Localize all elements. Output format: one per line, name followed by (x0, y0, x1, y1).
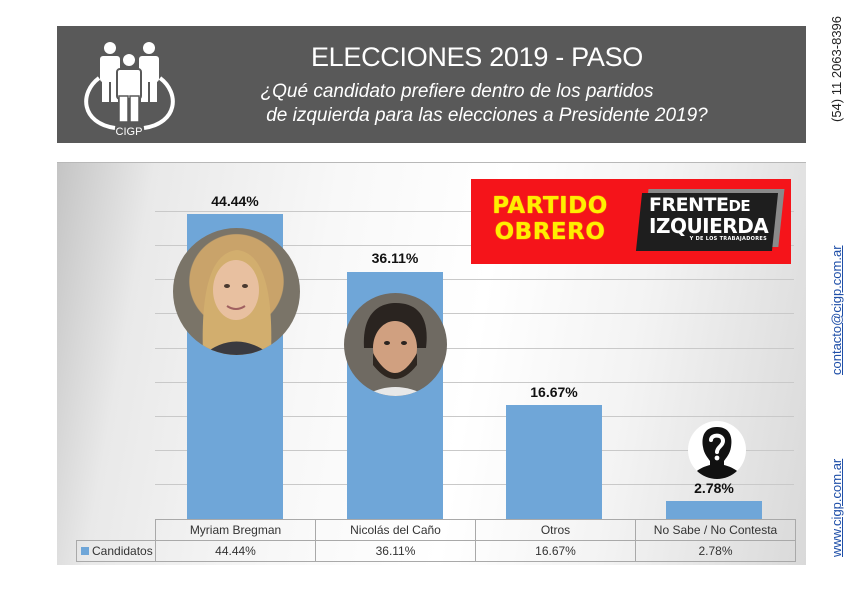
value-label: 16.67% (530, 384, 578, 400)
value-label: 44.44% (211, 193, 259, 209)
bar-otros (506, 405, 602, 519)
table-cell: 2.78% (635, 540, 796, 562)
subtitle-line-2: de izquierda para las elecciones a Presi… (266, 105, 708, 126)
header-banner: CIGP ELECCIONES 2019 - PASO ¿Qué candida… (57, 26, 806, 143)
bar-chart: 44.44% 36.11% 16.67% 2.78% (57, 162, 806, 565)
website-link[interactable]: www.cigp.com.ar (829, 458, 844, 557)
table-cell: 16.67% (475, 540, 636, 562)
value-label: 36.11% (371, 250, 419, 266)
photo-nicolas-del-cano (344, 293, 447, 396)
table-row: Candidatos 44.44% 36.11% 16.67% 2.78% (76, 540, 796, 562)
cigp-logo-icon: CIGP (84, 42, 175, 136)
gridline (155, 348, 794, 349)
category-label: Otros (475, 519, 636, 541)
category-label: Myriam Bregman (155, 519, 316, 541)
subtitle-line-1: ¿Qué candidato prefiere dentro de los pa… (260, 81, 654, 102)
party-banner: PARTIDO OBRERO FRENTEDE IZQUIERDA Y DE L… (471, 179, 791, 264)
page-title: ELECCIONES 2019 - PASO (310, 42, 644, 72)
chart-data-table: Myriam Bregman Nicolás del Caño Otros No… (76, 519, 796, 562)
category-label: Nicolás del Caño (315, 519, 476, 541)
gridline (155, 279, 794, 280)
gridline (155, 382, 794, 383)
contact-email-link[interactable]: contacto@cigp.com.ar (829, 245, 844, 375)
legend-entry: Candidatos (76, 540, 156, 562)
category-label: No Sabe / No Contesta (635, 519, 796, 541)
legend-swatch-icon (81, 547, 89, 555)
gridline (155, 484, 794, 485)
table-cell: 44.44% (155, 540, 316, 562)
bar-no-sabe (666, 501, 762, 519)
table-cell: 36.11% (315, 540, 476, 562)
unknown-person-icon (688, 421, 746, 479)
frente-izquierda-logo: FRENTEDE IZQUIERDA Y DE LOS TRABAJADORES (649, 194, 769, 242)
gridline (155, 416, 794, 417)
man-portrait-icon (363, 303, 427, 396)
table-header-row: Myriam Bregman Nicolás del Caño Otros No… (76, 519, 796, 541)
svg-text:CIGP: CIGP (116, 126, 143, 136)
photo-myriam-bregman (173, 228, 300, 355)
value-label: 2.78% (694, 480, 734, 496)
contact-phone: (54) 11 2063-8396 (829, 15, 844, 122)
gridline (155, 313, 794, 314)
partido-obrero-logo: PARTIDO OBRERO (492, 193, 608, 245)
woman-portrait-icon (202, 250, 272, 355)
gridline (155, 450, 794, 451)
